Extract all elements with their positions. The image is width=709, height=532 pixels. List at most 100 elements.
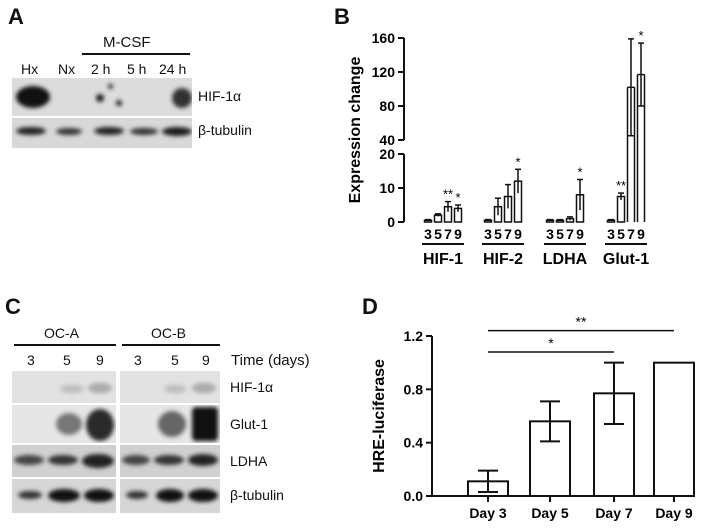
- y-tick-label: 80: [379, 98, 395, 114]
- blot-c-hif1a-ocb: [120, 371, 220, 403]
- x-tick-label: 9: [637, 226, 645, 242]
- significance-marker: *: [515, 154, 520, 169]
- y-tick-label: 160: [372, 30, 396, 46]
- y-tick-label: 120: [372, 64, 396, 80]
- x-tick-label: 7: [444, 226, 452, 242]
- x-tick-label: 9: [576, 226, 584, 242]
- band: [192, 383, 216, 393]
- y-tick-label: 0: [387, 214, 395, 230]
- band: [164, 385, 186, 393]
- blot-c-ldha-ocb: [120, 445, 220, 477]
- x-tick-label: 7: [627, 226, 635, 242]
- treatment-bracket: [82, 53, 190, 55]
- band: [16, 86, 50, 108]
- band: [188, 454, 218, 466]
- band: [18, 491, 42, 499]
- band: [48, 489, 80, 502]
- group-label: Glut-1: [603, 251, 649, 268]
- lane-label: Nx: [58, 61, 76, 77]
- blot-c-glut1-ocb: [120, 405, 220, 443]
- band: [116, 100, 122, 106]
- band: [48, 455, 78, 465]
- group-label: OC-A: [44, 325, 79, 341]
- panel-label-d: D: [362, 294, 378, 319]
- band: [86, 409, 114, 441]
- panel-label-a: A: [8, 4, 24, 29]
- band: [88, 383, 112, 393]
- group-bracket: [122, 344, 220, 346]
- blot-row-label: Glut-1: [230, 416, 269, 432]
- group-label: LDHA: [543, 251, 588, 268]
- band: [60, 385, 84, 393]
- band: [188, 489, 218, 502]
- y-tick-label: 1.2: [404, 328, 424, 344]
- significance-marker: **: [443, 187, 453, 202]
- lane-label: 24 h: [159, 61, 187, 77]
- y-axis-title: HRE-luciferase: [371, 359, 388, 473]
- band: [96, 94, 104, 102]
- chart-d: 0.0 0.4 0.8 1.2 HRE-luciferase Day 3 Day 5 Day …: [371, 314, 695, 521]
- group-label: HIF-2: [483, 251, 523, 268]
- x-tick-label: 5: [494, 226, 502, 242]
- band: [192, 407, 218, 441]
- band: [16, 127, 46, 135]
- band: [154, 455, 184, 465]
- band: [56, 413, 82, 435]
- lane-label: 9: [202, 352, 210, 368]
- band: [108, 84, 113, 89]
- band: [122, 455, 150, 465]
- panel-label-b: B: [334, 4, 350, 29]
- y-tick-label: 20: [379, 146, 395, 162]
- band: [84, 489, 114, 502]
- group-label: HIF-1: [423, 251, 463, 268]
- y-tick-label: 10: [379, 180, 395, 196]
- group-bracket: [14, 344, 116, 346]
- x-tick-label: 3: [607, 226, 615, 242]
- band: [172, 88, 192, 108]
- x-tick-label: Day 3: [469, 505, 507, 521]
- x-tick-label: 3: [424, 226, 432, 242]
- y-tick-label: 0.0: [404, 488, 424, 504]
- band: [130, 128, 158, 135]
- significance-marker: *: [455, 190, 460, 205]
- blot-a-tubulin: [12, 116, 192, 148]
- blot-a-hif1a: [12, 78, 192, 116]
- x-tick-label: 7: [504, 226, 512, 242]
- significance-marker: **: [576, 314, 587, 330]
- y-tick-label: 40: [379, 132, 395, 148]
- x-tick-label: 3: [484, 226, 492, 242]
- significance-marker: **: [616, 178, 626, 193]
- significance-marker: *: [577, 165, 582, 180]
- band: [162, 127, 192, 136]
- x-tick-label: 5: [434, 226, 442, 242]
- lane-label: 5: [63, 352, 71, 368]
- band: [56, 128, 82, 135]
- lane-label: Hx: [21, 61, 39, 77]
- blot-row-label: HIF-1α: [198, 88, 242, 104]
- blot-c-ldha-oca: [12, 445, 116, 477]
- significance-marker: *: [548, 335, 554, 351]
- band: [126, 491, 148, 499]
- band: [94, 127, 124, 135]
- x-tick-label: 7: [566, 226, 574, 242]
- x-tick-label: 9: [454, 226, 462, 242]
- panel-label-c: C: [5, 294, 21, 319]
- lane-label: 3: [27, 352, 35, 368]
- lane-label: 5 h: [127, 61, 147, 77]
- blot-c-glut1-oca: [12, 405, 116, 443]
- x-tick-label: Day 5: [531, 505, 569, 521]
- time-label: Time (days): [231, 352, 310, 369]
- lane-label: 9: [96, 352, 104, 368]
- blot-row-label: β-tubulin: [230, 487, 284, 503]
- blot-c-hif1a-oca: [12, 371, 116, 403]
- x-tick-label: 5: [617, 226, 625, 242]
- x-tick-label: 9: [514, 226, 522, 242]
- lane-label: 3: [134, 352, 142, 368]
- band: [156, 489, 184, 502]
- blot-row-label: LDHA: [230, 453, 268, 469]
- band: [158, 411, 186, 437]
- bar: [616, 195, 626, 223]
- blot-row-label: β-tubulin: [198, 122, 252, 138]
- y-tick-label: 0.8: [404, 381, 424, 397]
